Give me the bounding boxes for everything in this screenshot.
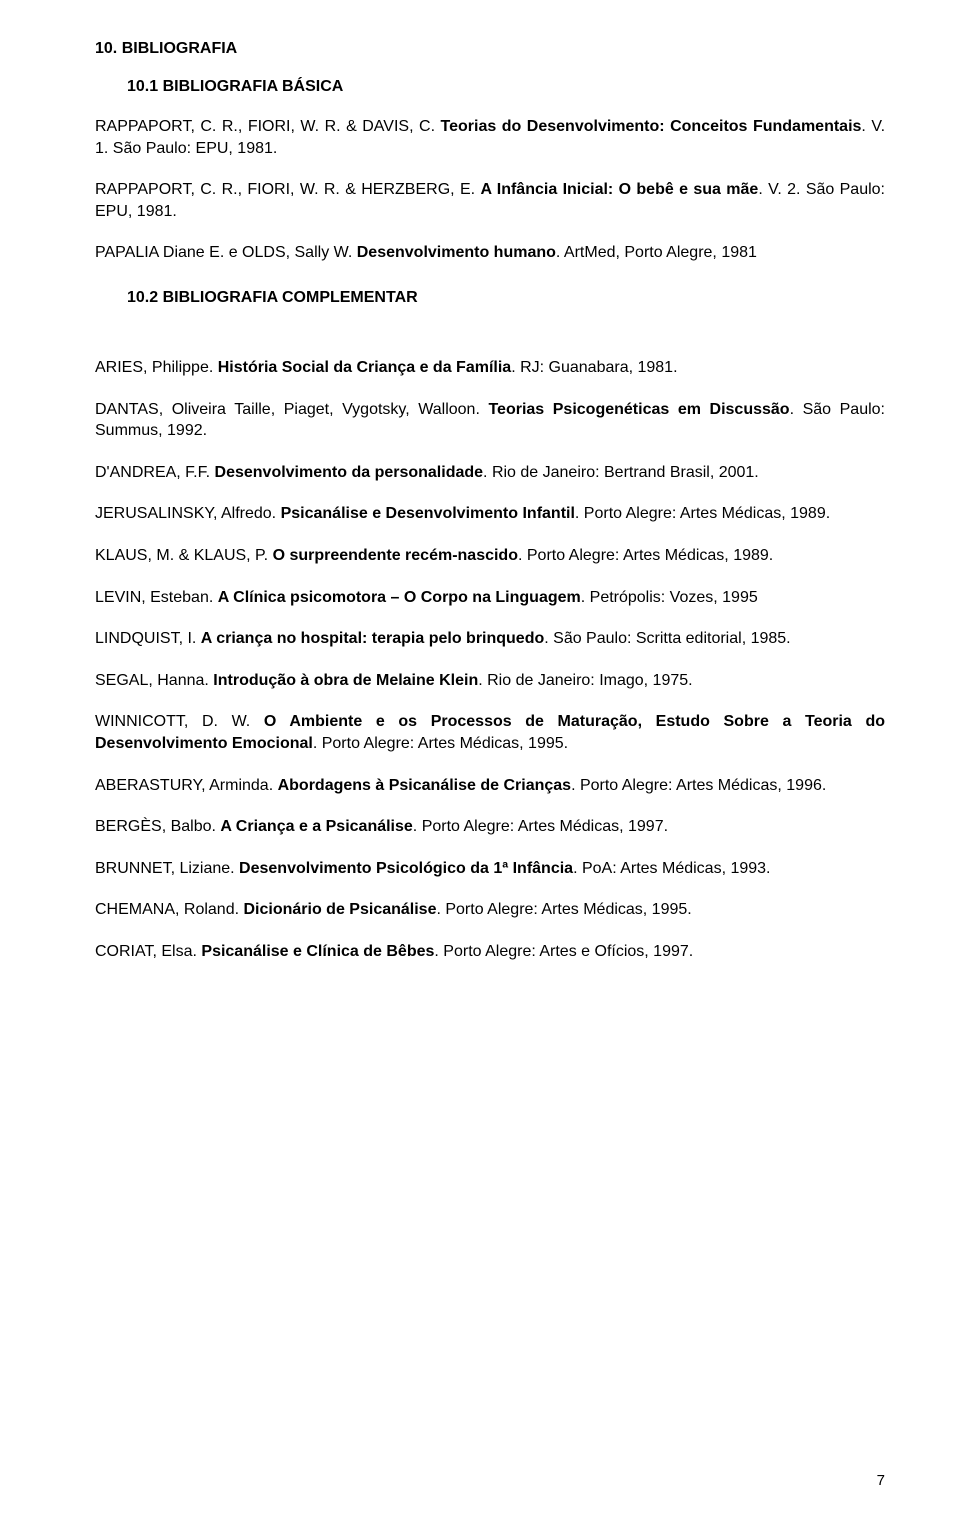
- entry-author: LINDQUIST, I.: [95, 630, 201, 647]
- entry-title: História Social da Criança e da Família: [218, 359, 511, 376]
- entry-pubinfo: . Porto Alegre: Artes Médicas, 1995.: [436, 901, 691, 918]
- entry-title: Psicanálise e Desenvolvimento Infantil: [281, 505, 575, 522]
- entry-pubinfo: . Porto Alegre: Artes Médicas, 1989.: [575, 505, 830, 522]
- entry-pubinfo: . Porto Alegre: Artes Médicas, 1996.: [571, 777, 826, 794]
- entry-author: BERGÈS, Balbo.: [95, 818, 220, 835]
- entry-author: RAPPAPORT, C. R., FIORI, W. R. & DAVIS, …: [95, 118, 441, 135]
- document-page: 10. BIBLIOGRAFIA 10.1 BIBLIOGRAFIA BÁSIC…: [0, 0, 960, 1519]
- page-number: 7: [877, 1472, 885, 1489]
- entry-pubinfo: . RJ: Guanabara, 1981.: [511, 359, 677, 376]
- bibliography-entry: BERGÈS, Balbo. A Criança e a Psicanálise…: [95, 816, 885, 838]
- entry-author: SEGAL, Hanna.: [95, 672, 213, 689]
- entry-title: Desenvolvimento da personalidade: [215, 464, 484, 481]
- bibliography-entry: KLAUS, M. & KLAUS, P. O surpreendente re…: [95, 545, 885, 567]
- entry-title: Desenvolvimento Psicológico da 1ª Infânc…: [239, 860, 573, 877]
- entry-pubinfo: . Porto Alegre: Artes Médicas, 1989.: [518, 547, 773, 564]
- bibliography-entry: CORIAT, Elsa. Psicanálise e Clínica de B…: [95, 941, 885, 963]
- entry-author: RAPPAPORT, C. R., FIORI, W. R. & HERZBER…: [95, 181, 480, 198]
- entry-author: WINNICOTT, D. W.: [95, 713, 264, 730]
- entry-pubinfo: . São Paulo: Scritta editorial, 1985.: [544, 630, 790, 647]
- entry-pubinfo: . Rio de Janeiro: Bertrand Brasil, 2001.: [483, 464, 759, 481]
- entry-title: A Criança e a Psicanálise: [220, 818, 412, 835]
- entry-author: D'ANDREA, F.F.: [95, 464, 215, 481]
- entry-pubinfo: . Porto Alegre: Artes e Ofícios, 1997.: [434, 943, 693, 960]
- bibliography-entry: RAPPAPORT, C. R., FIORI, W. R. & HERZBER…: [95, 179, 885, 222]
- entry-author: PAPALIA Diane E. e OLDS, Sally W.: [95, 244, 357, 261]
- bibliography-entry: JERUSALINSKY, Alfredo. Psicanálise e Des…: [95, 503, 885, 525]
- entry-pubinfo: . PoA: Artes Médicas, 1993.: [573, 860, 770, 877]
- bibliography-entry: RAPPAPORT, C. R., FIORI, W. R. & DAVIS, …: [95, 116, 885, 159]
- entry-title: Abordagens à Psicanálise de Crianças: [278, 777, 571, 794]
- entry-author: LEVIN, Esteban.: [95, 589, 218, 606]
- entry-title: A criança no hospital: terapia pelo brin…: [201, 630, 544, 647]
- entry-pubinfo: . Porto Alegre: Artes Médicas, 1997.: [413, 818, 668, 835]
- entry-author: ABERASTURY, Arminda.: [95, 777, 278, 794]
- entry-author: JERUSALINSKY, Alfredo.: [95, 505, 281, 522]
- entry-author: DANTAS, Oliveira Taille, Piaget, Vygotsk…: [95, 401, 488, 418]
- entry-title: Dicionário de Psicanálise: [244, 901, 437, 918]
- bibliography-entry: PAPALIA Diane E. e OLDS, Sally W. Desenv…: [95, 242, 885, 264]
- bibliography-entry: LEVIN, Esteban. A Clínica psicomotora – …: [95, 587, 885, 609]
- entry-author: KLAUS, M. & KLAUS, P.: [95, 547, 273, 564]
- entry-title: Teorias do Desenvolvimento: Conceitos Fu…: [441, 118, 862, 135]
- entry-pubinfo: . Petrópolis: Vozes, 1995: [581, 589, 758, 606]
- entry-title: A Infância Inicial: O bebê e sua mãe: [480, 181, 758, 198]
- entry-author: CORIAT, Elsa.: [95, 943, 201, 960]
- entry-title: Teorias Psicogenéticas em Discussão: [488, 401, 789, 418]
- entry-author: CHEMANA, Roland.: [95, 901, 244, 918]
- bibliography-entry: CHEMANA, Roland. Dicionário de Psicanáli…: [95, 899, 885, 921]
- subsection-basic-heading: 10.1 BIBLIOGRAFIA BÁSICA: [127, 78, 885, 96]
- entry-author: ARIES, Philippe.: [95, 359, 218, 376]
- entry-title: Introdução à obra de Melaine Klein: [213, 672, 478, 689]
- entry-pubinfo: . Rio de Janeiro: Imago, 1975.: [478, 672, 692, 689]
- subsection-complementary-heading: 10.2 BIBLIOGRAFIA COMPLEMENTAR: [127, 289, 885, 307]
- entry-title: A Clínica psicomotora – O Corpo na Lingu…: [218, 589, 581, 606]
- entry-author: BRUNNET, Liziane.: [95, 860, 239, 877]
- bibliography-entry: SEGAL, Hanna. Introdução à obra de Melai…: [95, 670, 885, 692]
- bibliography-entry: ARIES, Philippe. História Social da Cria…: [95, 357, 885, 379]
- entry-title: Psicanálise e Clínica de Bêbes: [201, 943, 434, 960]
- entry-title: O surpreendente recém-nascido: [273, 547, 518, 564]
- entry-title: Desenvolvimento humano: [357, 244, 556, 261]
- bibliography-entry: WINNICOTT, D. W. O Ambiente e os Process…: [95, 711, 885, 754]
- bibliography-entry: ABERASTURY, Arminda. Abordagens à Psican…: [95, 775, 885, 797]
- entry-pubinfo: . Porto Alegre: Artes Médicas, 1995.: [313, 735, 568, 752]
- bibliography-entry: D'ANDREA, F.F. Desenvolvimento da person…: [95, 462, 885, 484]
- bibliography-entry: DANTAS, Oliveira Taille, Piaget, Vygotsk…: [95, 399, 885, 442]
- bibliography-entry: BRUNNET, Liziane. Desenvolvimento Psicol…: [95, 858, 885, 880]
- entry-pubinfo: . ArtMed, Porto Alegre, 1981: [556, 244, 757, 261]
- bibliography-entry: LINDQUIST, I. A criança no hospital: ter…: [95, 628, 885, 650]
- section-heading: 10. BIBLIOGRAFIA: [95, 40, 885, 58]
